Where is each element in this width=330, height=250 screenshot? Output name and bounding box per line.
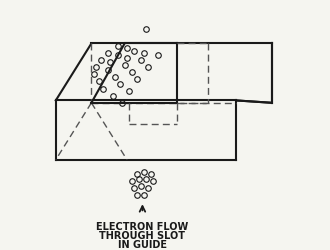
Text: THROUGH SLOT: THROUGH SLOT <box>99 230 185 240</box>
Text: ELECTRON FLOW: ELECTRON FLOW <box>96 222 188 232</box>
Text: IN GUIDE: IN GUIDE <box>118 240 167 250</box>
